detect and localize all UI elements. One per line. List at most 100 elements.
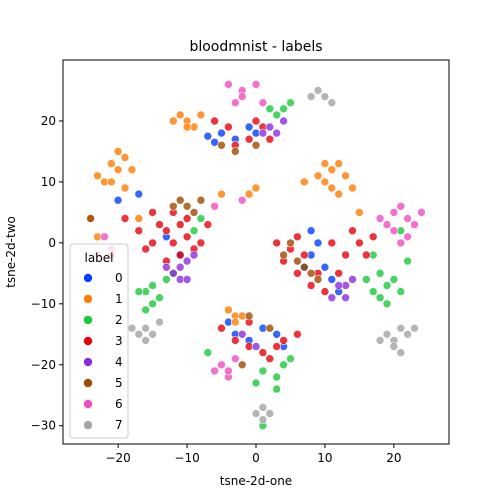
data-point-label-1: [231, 317, 240, 327]
data-point-label-1: [244, 189, 254, 199]
data-point-label-2: [189, 226, 199, 235]
data-point-label-3: [182, 232, 192, 242]
data-point-label-2: [272, 110, 282, 120]
data-point-label-5: [175, 195, 185, 205]
data-point-label-1: [127, 165, 137, 174]
data-point-label-3: [265, 354, 275, 364]
data-point-label-6: [210, 202, 219, 211]
data-point-label-0: [113, 195, 123, 205]
data-point-label-7: [382, 329, 392, 339]
data-point-label-2: [134, 287, 144, 296]
data-point-label-6: [231, 98, 240, 107]
data-point-label-1: [113, 147, 123, 156]
chart-title: bloodmnist - labels: [189, 39, 322, 55]
data-point-label-2: [148, 299, 157, 309]
data-point-label-0: [306, 226, 316, 235]
legend-entries: 0 1 2 3 4 5 6 7: [83, 271, 123, 432]
data-point-label-3: [148, 208, 157, 217]
data-point-label-4: [334, 281, 344, 290]
data-point-label-1: [327, 183, 337, 193]
data-point-label-3: [272, 342, 282, 351]
data-point-label-0: [313, 238, 323, 248]
data-point-label-4: [162, 262, 171, 272]
data-point-label-3: [348, 226, 357, 235]
data-point-label-6: [403, 232, 412, 242]
data-point-label-3: [293, 232, 302, 242]
data-point-label-5: [293, 256, 302, 266]
data-point-label-1: [348, 183, 357, 193]
data-point-label-3: [210, 116, 219, 126]
data-point-label-4: [189, 250, 199, 260]
y-tick-label: −10: [31, 297, 56, 311]
data-point-label-0: [272, 329, 282, 339]
data-point-label-7: [389, 342, 399, 351]
data-point-label-2: [389, 275, 399, 284]
data-point-label-5: [286, 238, 295, 248]
data-point-label-1: [93, 171, 102, 181]
data-point-label-4: [279, 116, 288, 126]
legend-frame: [69, 243, 129, 439]
legend-marker-5: [83, 378, 93, 388]
y-tick-label: −20: [31, 358, 56, 372]
data-point-label-5: [231, 147, 240, 156]
data-point-label-5: [244, 311, 254, 321]
data-point-label-1: [320, 177, 330, 187]
data-point-label-4: [327, 293, 337, 303]
data-point-label-3: [334, 268, 344, 278]
data-point-label-0: [134, 189, 144, 199]
data-point-label-1: [341, 171, 350, 181]
data-point-label-5: [182, 202, 192, 211]
data-point-label-7: [306, 92, 316, 101]
data-point-label-2: [196, 214, 206, 223]
data-point-label-1: [299, 177, 309, 187]
data-point-label-1: [327, 165, 337, 174]
data-point-label-1: [320, 159, 330, 168]
legend-marker-6: [83, 399, 93, 409]
data-point-label-2: [203, 348, 213, 357]
data-point-label-3: [224, 122, 233, 132]
data-point-label-4: [348, 275, 357, 284]
legend-marker-1: [83, 294, 93, 304]
data-point-label-6: [375, 214, 385, 223]
data-point-label-0: [203, 131, 213, 141]
y-axis-ticks: −30 −20 −10 0 10 20: [31, 114, 63, 433]
data-point-label-3: [120, 214, 130, 223]
data-point-label-2: [403, 256, 412, 266]
legend-label-4: 4: [115, 355, 123, 369]
legend-marker-2: [83, 315, 93, 325]
data-point-label-1: [334, 189, 344, 199]
data-point-label-6: [210, 366, 219, 376]
data-point-label-3: [293, 268, 302, 278]
data-point-label-5: [251, 141, 261, 150]
data-point-label-7: [410, 323, 419, 333]
data-point-label-0: [320, 262, 330, 272]
data-point-label-3: [327, 238, 337, 248]
data-point-label-1: [196, 110, 206, 120]
data-point-label-1: [107, 177, 116, 187]
data-point-label-7: [327, 98, 337, 107]
data-point-label-1: [169, 116, 178, 126]
data-point-label-7: [320, 92, 330, 101]
data-point-label-5: [306, 268, 316, 278]
data-point-label-6: [410, 220, 419, 229]
data-point-label-6: [258, 98, 268, 107]
data-point-label-3: [272, 238, 282, 248]
data-point-label-6: [237, 92, 247, 101]
data-point-label-3: [258, 348, 268, 357]
data-point-label-5: [86, 214, 95, 223]
y-tick-label: 10: [41, 175, 56, 189]
data-point-label-3: [203, 220, 213, 229]
data-point-label-5: [237, 360, 247, 370]
data-point-label-7: [313, 86, 323, 95]
data-point-label-1: [224, 305, 233, 315]
data-point-label-4: [265, 122, 275, 132]
data-point-label-1: [107, 159, 116, 168]
data-point-label-5: [169, 202, 178, 211]
data-point-label-4: [237, 329, 247, 339]
data-point-label-4: [175, 262, 185, 272]
data-point-label-7: [141, 336, 150, 345]
data-point-label-2: [286, 98, 295, 107]
data-point-label-3: [293, 329, 302, 339]
data-point-label-3: [299, 250, 309, 260]
data-point-label-5: [189, 208, 199, 217]
